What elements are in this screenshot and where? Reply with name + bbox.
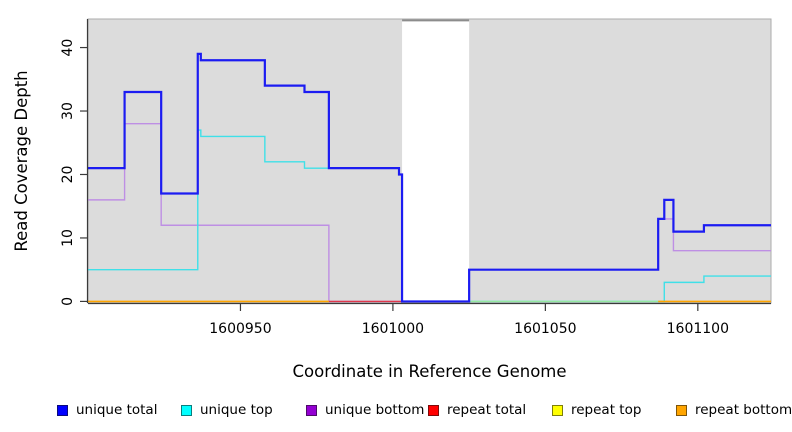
- legend-item-repeat-bottom: repeat bottom: [676, 399, 792, 421]
- gap-band: [402, 19, 470, 303]
- x-tick-label: 1601000: [362, 321, 424, 337]
- y-axis-title: Read Coverage Depth: [12, 70, 31, 251]
- legend-item-unique-top: unique top: [181, 399, 273, 421]
- axes-layer: 1600950 1601000 1601050 1601100 0 10 20 30 40: [60, 19, 771, 337]
- legend-label: repeat total: [447, 402, 527, 418]
- legend-label: repeat bottom: [695, 402, 792, 418]
- legend-label: repeat top: [571, 402, 642, 418]
- y-tick-label: 10: [60, 229, 76, 247]
- legend-swatch-repeat-total: [428, 404, 439, 416]
- y-tick-label: 20: [60, 166, 76, 184]
- legend-swatch-unique-total: [57, 404, 68, 416]
- legend-item-repeat-top: repeat top: [552, 399, 641, 421]
- gap-band-layer: [402, 19, 470, 303]
- legend-label: unique total: [76, 402, 158, 418]
- x-tick-label: 1601100: [667, 321, 729, 337]
- y-tick-label: 40: [60, 39, 76, 57]
- legend-item-repeat-total: repeat total: [428, 399, 526, 421]
- series-line-unique-total: [88, 52, 771, 303]
- legend-item-unique-total: unique total: [57, 399, 157, 421]
- legend-swatch-unique-top: [181, 404, 192, 416]
- legend-swatch-unique-bottom: [306, 404, 317, 416]
- coverage-plot: 1600950 1601000 1601050 1601100 0 10 20 30 40 Co…: [12, 18, 772, 381]
- x-tick-label: 1601050: [514, 321, 576, 337]
- y-tick-label: 30: [60, 102, 76, 120]
- legend-swatch-repeat-top: [552, 404, 563, 416]
- legend: unique total unique top unique bottom repea…: [0, 399, 792, 425]
- x-axis-title: Coordinate in Reference Genome: [292, 362, 566, 381]
- series-lines-layer: [88, 52, 771, 303]
- legend-item-unique-bottom: unique bottom: [306, 399, 424, 421]
- x-tick-label: 1600950: [209, 321, 271, 337]
- y-tick-label: 0: [60, 297, 76, 306]
- legend-label: unique bottom: [325, 402, 425, 418]
- legend-label: unique top: [200, 402, 273, 418]
- legend-swatch-repeat-bottom: [676, 404, 687, 416]
